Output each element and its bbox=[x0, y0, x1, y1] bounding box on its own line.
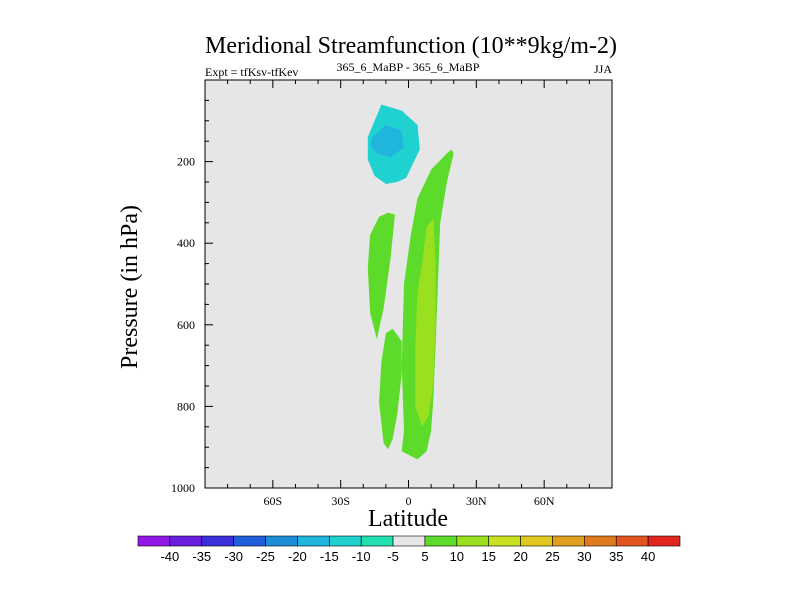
y-tick-label: 1000 bbox=[171, 481, 195, 495]
y-tick-label: 600 bbox=[177, 318, 195, 332]
colorbar-label: 15 bbox=[481, 549, 495, 564]
colorbar-swatch bbox=[360, 535, 394, 547]
contour-region-positive-cell-core bbox=[415, 218, 436, 427]
colorbar-swatch bbox=[424, 535, 458, 547]
colorbar-label: -35 bbox=[192, 549, 211, 564]
colorbar-swatch bbox=[233, 535, 266, 547]
colorbar-label: 30 bbox=[577, 549, 591, 564]
colorbar-swatch bbox=[584, 535, 617, 547]
colorbar-swatch bbox=[552, 535, 585, 547]
contour-regions bbox=[367, 104, 454, 460]
colorbar-swatch bbox=[297, 535, 330, 547]
contour-region-positive-cell-southern-lower bbox=[379, 328, 402, 450]
contour-region-negative-cell-core bbox=[370, 124, 404, 158]
y-tick-label: 200 bbox=[177, 155, 195, 169]
colorbar-label: -15 bbox=[320, 549, 339, 564]
y-tick-label: 400 bbox=[177, 236, 195, 250]
colorbar-swatch bbox=[392, 535, 426, 547]
colorbar-label: -25 bbox=[256, 549, 275, 564]
colorbar-swatch bbox=[265, 535, 298, 547]
x-tick-label: 30S bbox=[331, 494, 350, 508]
colorbar-swatch bbox=[647, 535, 681, 547]
x-tick-label: 30N bbox=[466, 494, 487, 508]
y-axis-label: Pressure (in hPa) bbox=[117, 205, 143, 369]
colorbar-label: -20 bbox=[288, 549, 307, 564]
colorbar-label: -40 bbox=[160, 549, 179, 564]
colorbar-swatch bbox=[615, 535, 649, 547]
colorbar-label: 25 bbox=[545, 549, 559, 564]
x-axis: 60S 30S 0 30N 60N bbox=[227, 80, 590, 508]
colorbar-swatch bbox=[137, 535, 171, 547]
subtitle-left: Expt = tfKsv-tfKev bbox=[205, 65, 298, 79]
x-tick-label: 0 bbox=[406, 494, 412, 508]
colorbar-swatch bbox=[169, 535, 203, 547]
colorbar-swatch bbox=[456, 535, 490, 547]
colorbar-swatch bbox=[328, 535, 362, 547]
chart-title: Meridional Streamfunction (10**9kg/m-2) bbox=[205, 33, 617, 59]
y-tick-label: 800 bbox=[177, 399, 195, 413]
y-axis: 200 400 600 800 1000 bbox=[171, 99, 213, 495]
colorbar-swatch bbox=[488, 535, 521, 547]
colorbar-label: 40 bbox=[641, 549, 655, 564]
colorbar: -40 -35 -30 -25 -20 -15 -10 -5 5 10 15 20 25 30 35 40 bbox=[137, 535, 681, 564]
x-tick-label: 60S bbox=[263, 494, 282, 508]
colorbar-label: -10 bbox=[352, 549, 371, 564]
colorbar-label: 5 bbox=[421, 549, 428, 564]
colorbar-label: 20 bbox=[513, 549, 527, 564]
colorbar-label: -30 bbox=[224, 549, 243, 564]
colorbar-swatch bbox=[201, 535, 234, 547]
colorbar-label: 10 bbox=[450, 549, 464, 564]
contour-region-positive-cell-southern-upper bbox=[367, 212, 395, 340]
colorbar-swatch bbox=[520, 535, 553, 547]
subtitle-right: JJA bbox=[594, 62, 612, 76]
subtitle-center: 365_6_MaBP - 365_6_MaBP bbox=[337, 60, 480, 74]
x-tick-label: 60N bbox=[534, 494, 555, 508]
colorbar-label: 35 bbox=[609, 549, 623, 564]
x-axis-label: Latitude bbox=[368, 506, 448, 532]
colorbar-label: -5 bbox=[387, 549, 399, 564]
